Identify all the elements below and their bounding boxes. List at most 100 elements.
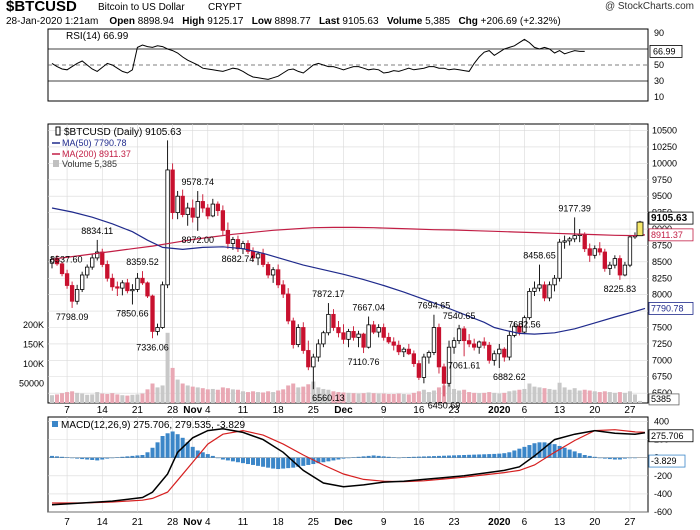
macd-hist-bar [95, 457, 100, 461]
volume-bar [326, 389, 331, 403]
macd-hist-bar [301, 457, 306, 466]
candle-body [502, 348, 507, 358]
volume-bar [477, 393, 482, 403]
x-tick-label: 18 [273, 405, 285, 416]
candle-body [446, 346, 452, 384]
x-tick-label: 25 [308, 405, 320, 416]
volume-bar [185, 385, 190, 403]
candle [361, 332, 366, 354]
volume-bar [235, 389, 240, 403]
macd-hist-bar [311, 457, 316, 465]
macd-hist-bar [130, 455, 135, 458]
candle [265, 261, 271, 279]
candle [200, 194, 205, 213]
candle-body [436, 327, 442, 368]
macd-hist-bar [80, 457, 85, 460]
candle-body [492, 353, 497, 361]
macd-hist-bar [261, 457, 266, 467]
volume-bar [271, 392, 276, 403]
candle-body [90, 257, 95, 268]
candle [386, 332, 391, 344]
volume-bar [251, 391, 256, 403]
candle [477, 340, 482, 354]
candle-body [582, 233, 587, 250]
macd-hist-bar [532, 443, 537, 458]
candle-body [115, 286, 120, 289]
volume-bar [447, 384, 452, 403]
macd-last-tag [648, 429, 694, 443]
candle-body [607, 264, 613, 269]
candle [602, 248, 607, 272]
macd-hist-bar [271, 457, 276, 469]
candle-body [356, 333, 361, 338]
macd-hist-bar [396, 457, 401, 459]
macd-hist-bar [85, 457, 90, 460]
candle [346, 328, 351, 348]
macd-hist-bar [436, 455, 441, 458]
rsi-tick-label: 50 [654, 60, 664, 70]
candle-body [336, 327, 341, 334]
ma200-line [51, 226, 646, 260]
macd-hist-bar [190, 446, 195, 458]
candle [100, 248, 105, 268]
macd-hist-bar [351, 457, 356, 458]
volume-bar [627, 391, 632, 403]
x-tick-label: 16 [413, 405, 425, 416]
rsi-last-tag [649, 45, 683, 58]
candle [351, 326, 356, 341]
candle [220, 205, 226, 236]
macd-hist-bar [401, 457, 406, 458]
candle-body [617, 258, 623, 276]
price-frame [47, 123, 649, 404]
volume-bar [557, 382, 562, 403]
macd-hist-bar [306, 457, 311, 465]
volume-bar [356, 393, 361, 403]
candle-body [190, 207, 195, 218]
candle-body [597, 248, 602, 253]
macd-hist-bar [296, 457, 301, 467]
macd-line [51, 428, 646, 506]
price-annotation: 7798.09 [56, 312, 89, 322]
volume-bar [230, 389, 235, 403]
chg-value: +206.69 (+2.32%) [480, 16, 561, 27]
candle [376, 324, 381, 338]
macd-hist-bar [537, 442, 542, 458]
macd-hist-bar [597, 457, 602, 459]
macd-hist-bar [110, 457, 115, 459]
exchange-label: CRYPT [208, 2, 242, 13]
volume-bar [462, 389, 467, 403]
candle-body [441, 366, 447, 384]
x-tick-label: 6 [522, 517, 528, 528]
volume-tick-label: 50000 [19, 379, 44, 389]
macd-hist-bar [135, 455, 140, 458]
open-value: 8898.94 [137, 16, 174, 27]
macd-hist-bar [426, 456, 431, 458]
volume-bar [266, 391, 271, 403]
volume-bar [311, 381, 316, 403]
macd-hist-bar [607, 457, 612, 460]
volume-bar [200, 388, 205, 403]
volume-bar [381, 393, 386, 403]
candle-body [54, 259, 60, 265]
candle [446, 340, 452, 387]
candle [411, 350, 417, 367]
macd-hist-bar [205, 454, 210, 458]
macd-hist-bar [582, 455, 587, 458]
candle-body [456, 328, 462, 342]
volume-bar [120, 395, 125, 403]
volume-bar [105, 394, 110, 403]
macd-hist-bar [55, 456, 60, 458]
macd-hist-bar [90, 457, 95, 460]
price-annotation: 7667.04 [352, 303, 385, 313]
x-tick-label: 2020 [488, 405, 511, 416]
volume-bar [567, 389, 572, 403]
candle-body [59, 263, 65, 275]
candle [74, 284, 80, 305]
price-annotation: 7540.65 [443, 311, 476, 321]
macd-hist-bar [467, 454, 472, 458]
ma50-last-tag [648, 302, 694, 315]
macd-hist-bar [100, 457, 105, 460]
x-tick-label: 11 [238, 405, 249, 416]
price-annotation: 7872.17 [312, 289, 345, 299]
macd-hist-bar [49, 455, 55, 458]
